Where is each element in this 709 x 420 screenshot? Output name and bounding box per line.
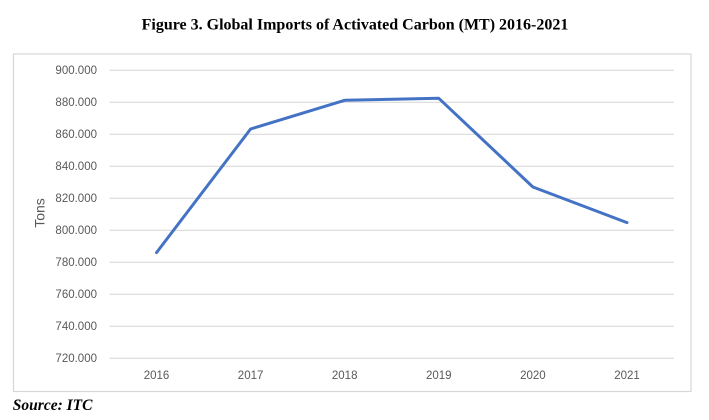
svg-text:2017: 2017 (238, 370, 264, 382)
svg-text:760.000: 760.000 (55, 289, 97, 301)
svg-text:720.000: 720.000 (55, 353, 97, 365)
svg-text:840.000: 840.000 (55, 161, 97, 173)
svg-text:2021: 2021 (614, 370, 640, 382)
svg-text:Tons: Tons (32, 198, 48, 228)
svg-text:860.000: 860.000 (55, 129, 97, 141)
svg-text:2020: 2020 (520, 370, 546, 382)
svg-text:2018: 2018 (332, 370, 358, 382)
svg-text:Source: ITC: Source: ITC (13, 397, 93, 414)
svg-text:2016: 2016 (144, 370, 170, 382)
svg-text:820.000: 820.000 (55, 193, 97, 205)
svg-text:800.000: 800.000 (55, 225, 97, 237)
svg-text:Figure 3. Global Imports of Ac: Figure 3. Global Imports of Activated Ca… (142, 17, 569, 34)
svg-text:2019: 2019 (426, 370, 452, 382)
svg-text:900.000: 900.000 (55, 65, 97, 77)
svg-text:880.000: 880.000 (55, 97, 97, 109)
svg-text:740.000: 740.000 (55, 321, 97, 333)
svg-text:780.000: 780.000 (55, 257, 97, 269)
